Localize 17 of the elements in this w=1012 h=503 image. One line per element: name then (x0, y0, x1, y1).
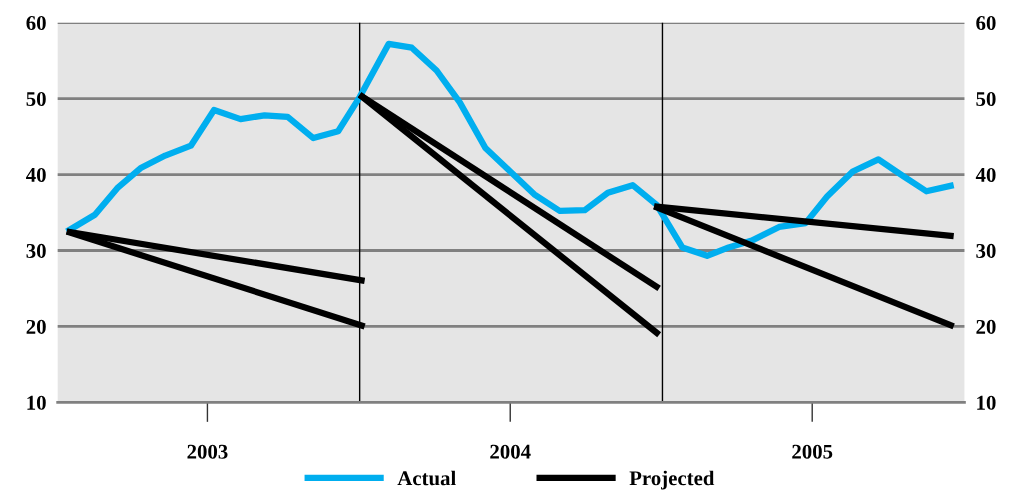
y-tick-label: 10 (27, 395, 46, 410)
y2-tick-label: 40 (975, 167, 996, 182)
y2-tick-label: 10 (977, 395, 996, 410)
y2-tick-label: 30 (976, 243, 996, 258)
y2-tick-label: 50 (976, 91, 996, 107)
y-tick-label: 40 (26, 167, 46, 182)
y-tick-label: 50 (26, 91, 46, 107)
legend-label: Projected (629, 470, 715, 490)
y2-tick-label: 20 (976, 319, 996, 334)
y2-tick-label: 60 (976, 16, 996, 31)
legend-label: Actual (397, 470, 456, 486)
y-tick-label: 60 (26, 16, 46, 31)
y-tick-label: 20 (26, 319, 46, 334)
y-tick-label: 30 (26, 243, 46, 258)
x-tick-label: 2005 (792, 444, 833, 459)
x-tick-label: 2003 (187, 444, 228, 459)
x-tick-label: 2004 (490, 444, 531, 459)
